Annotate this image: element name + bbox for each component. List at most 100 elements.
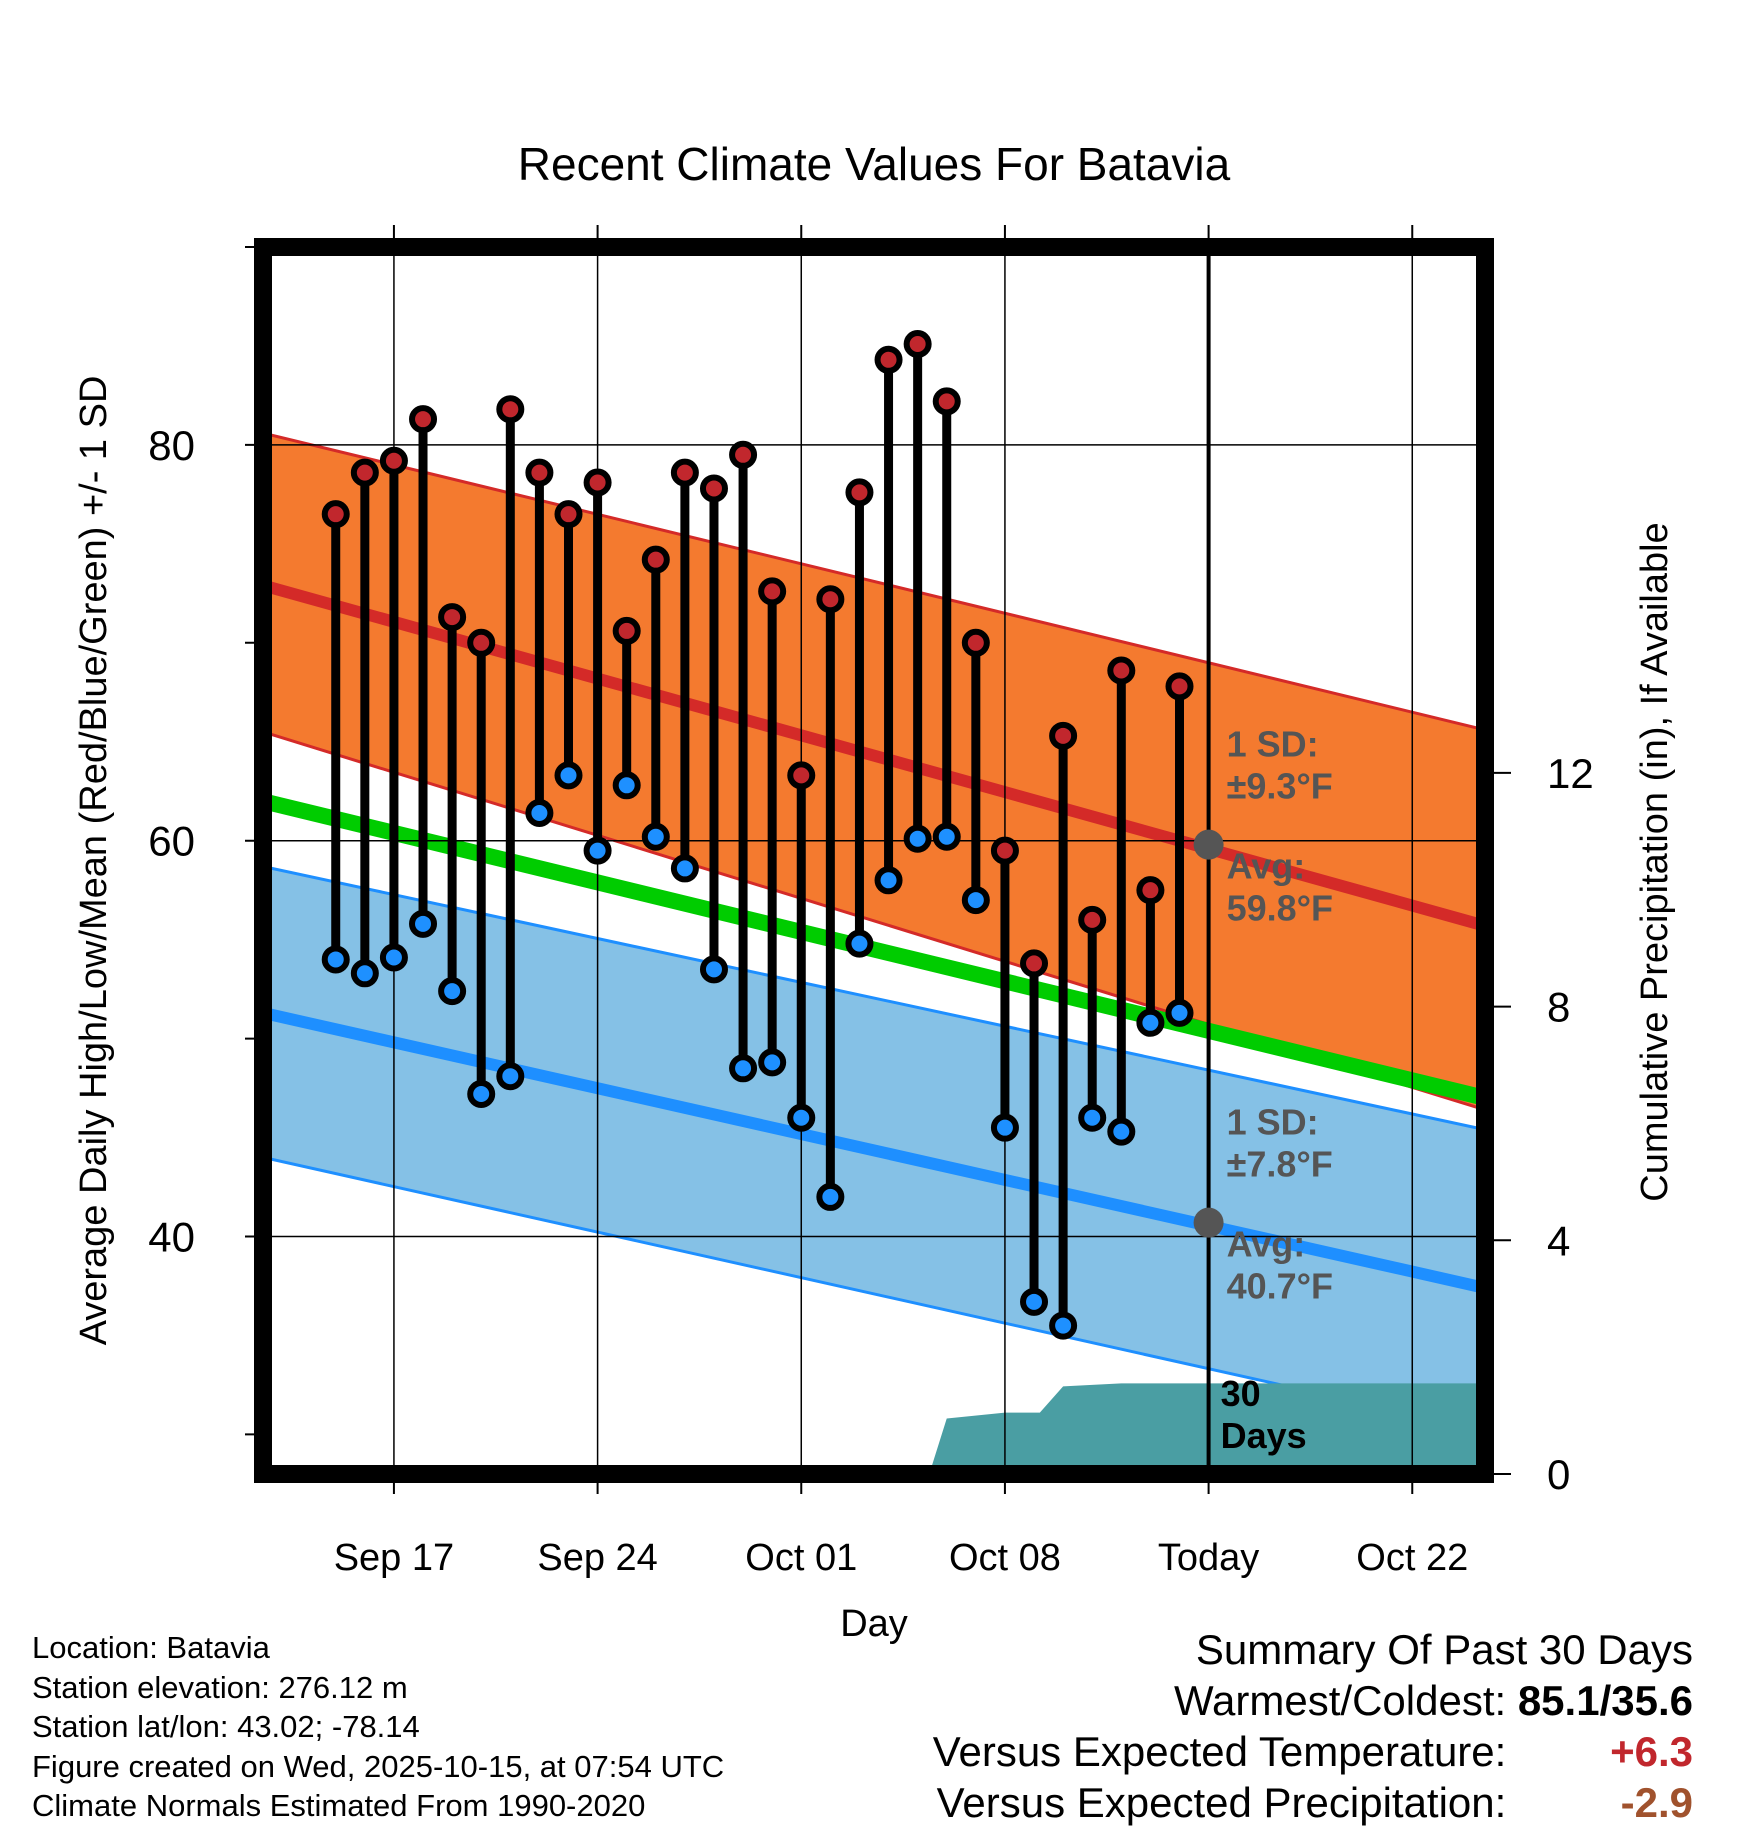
high-point xyxy=(379,446,408,475)
low-normal-line xyxy=(263,1007,1485,1294)
high-normal-line xyxy=(263,579,1485,932)
summary-temp-row: Versus Expected Temperature: +6.3 xyxy=(933,1726,1693,1777)
low-point xyxy=(321,945,350,974)
station-info: Location: Batavia Station elevation: 276… xyxy=(32,1628,724,1826)
y-tick-label: 40 xyxy=(148,1214,195,1261)
low-point xyxy=(990,1113,1019,1142)
high-point xyxy=(554,500,583,529)
high-avg-label: Avg: xyxy=(1227,846,1306,887)
low-point xyxy=(787,1103,816,1132)
high-point xyxy=(1107,656,1136,685)
high-point xyxy=(1020,949,1049,978)
high-point xyxy=(816,585,845,614)
low-point xyxy=(961,886,990,915)
x-tick-label: Sep 24 xyxy=(537,1537,657,1579)
y2-tick-label: 4 xyxy=(1547,1217,1570,1264)
low-point xyxy=(816,1182,845,1211)
high-point xyxy=(583,468,612,497)
summary-title: Summary Of Past 30 Days xyxy=(1195,1626,1693,1673)
low-point xyxy=(438,977,467,1006)
high-point xyxy=(758,577,787,606)
y2-axis-title: Cumulative Precipitation (in), If Availa… xyxy=(1634,522,1676,1201)
x-axis-title: Day xyxy=(840,1603,908,1645)
low-point xyxy=(670,854,699,883)
low-point xyxy=(1165,998,1194,1027)
y-tick-label: 60 xyxy=(148,818,195,865)
low-point xyxy=(496,1062,525,1091)
high-point xyxy=(699,474,728,503)
precip-label: Versus Expected Precipitation: xyxy=(936,1779,1507,1826)
x-tick-label: Oct 01 xyxy=(745,1537,857,1579)
low-point xyxy=(1136,1008,1165,1037)
precip-area xyxy=(801,1383,1485,1474)
high-point xyxy=(729,440,758,469)
low-point xyxy=(1078,1103,1107,1132)
low-point xyxy=(612,771,641,800)
high-point xyxy=(1165,672,1194,701)
low-point xyxy=(874,866,903,895)
high-point xyxy=(670,458,699,487)
low-point xyxy=(699,955,728,984)
x-tick-label: Oct 22 xyxy=(1356,1537,1468,1579)
y2-tick-label: 8 xyxy=(1547,984,1570,1031)
high-point xyxy=(961,628,990,657)
days-count-label: 30 xyxy=(1221,1373,1261,1414)
low-upper-edge xyxy=(263,864,1485,1132)
low-avg-value: 40.7°F xyxy=(1227,1266,1333,1307)
low-point xyxy=(379,943,408,972)
temp-label: Versus Expected Temperature: xyxy=(932,1728,1507,1775)
high-point xyxy=(1136,876,1165,905)
high-point xyxy=(525,458,554,487)
high-point xyxy=(932,387,961,416)
high-point xyxy=(787,761,816,790)
high-point xyxy=(612,616,641,645)
y-tick-label: 80 xyxy=(148,422,195,469)
high-point xyxy=(438,603,467,632)
low-point xyxy=(583,836,612,865)
latlon-text: Station lat/lon: 43.02; -78.14 xyxy=(32,1709,420,1744)
elevation-text: Station elevation: 276.12 m xyxy=(32,1669,408,1705)
y-axis-title: Average Daily High/Low/Mean (Red/Blue/Gr… xyxy=(73,376,115,1346)
location-text: Location: Batavia xyxy=(32,1630,270,1665)
warmest-label: Warmest/Coldest: xyxy=(1173,1677,1507,1724)
high-sd-value: ±9.3°F xyxy=(1227,766,1333,807)
high-point xyxy=(990,836,1019,865)
high-avg-value: 59.8°F xyxy=(1227,888,1333,929)
days-word-label: Days xyxy=(1221,1415,1307,1456)
low-sd-value: ±7.8°F xyxy=(1227,1144,1333,1185)
summary-warmest-row: Warmest/Coldest: 85.1/35.6 xyxy=(933,1675,1693,1726)
low-point xyxy=(1049,1311,1078,1340)
low-point xyxy=(845,929,874,958)
low-today-marker xyxy=(1193,1207,1224,1238)
low-avg-label: Avg: xyxy=(1227,1224,1306,1265)
summary-panel: Summary Of Past 30 Days Warmest/Coldest:… xyxy=(933,1624,1693,1828)
plot-frame xyxy=(254,238,1494,1483)
x-tick-label: Oct 08 xyxy=(949,1537,1061,1579)
chart-title: Recent Climate Values For Batavia xyxy=(518,138,1231,190)
precip-value: -2.9 xyxy=(1620,1779,1693,1826)
x-tick-label: Sep 17 xyxy=(334,1537,454,1579)
low-point xyxy=(467,1080,496,1109)
low-point xyxy=(758,1048,787,1077)
high-upper-edge xyxy=(263,431,1485,732)
low-point xyxy=(1020,1287,1049,1316)
high-point xyxy=(496,395,525,424)
created-text: Figure created on Wed, 2025-10-15, at 07… xyxy=(32,1748,725,1784)
high-point xyxy=(903,329,932,358)
high-point xyxy=(409,405,438,434)
summary-precip-row: Versus Expected Precipitation: -2.9 xyxy=(933,1777,1693,1828)
low-point xyxy=(409,909,438,938)
high-point xyxy=(350,458,379,487)
high-today-marker xyxy=(1193,829,1224,860)
low-sd-label: 1 SD: xyxy=(1227,1102,1319,1143)
high-point xyxy=(1078,905,1107,934)
low-point xyxy=(525,799,554,828)
low-point xyxy=(350,959,379,988)
low-point xyxy=(932,822,961,851)
x-tick-label: Today xyxy=(1158,1537,1259,1579)
low-point xyxy=(1107,1117,1136,1146)
high-point xyxy=(845,478,874,507)
low-point xyxy=(729,1054,758,1083)
plot-area xyxy=(263,247,1485,1474)
